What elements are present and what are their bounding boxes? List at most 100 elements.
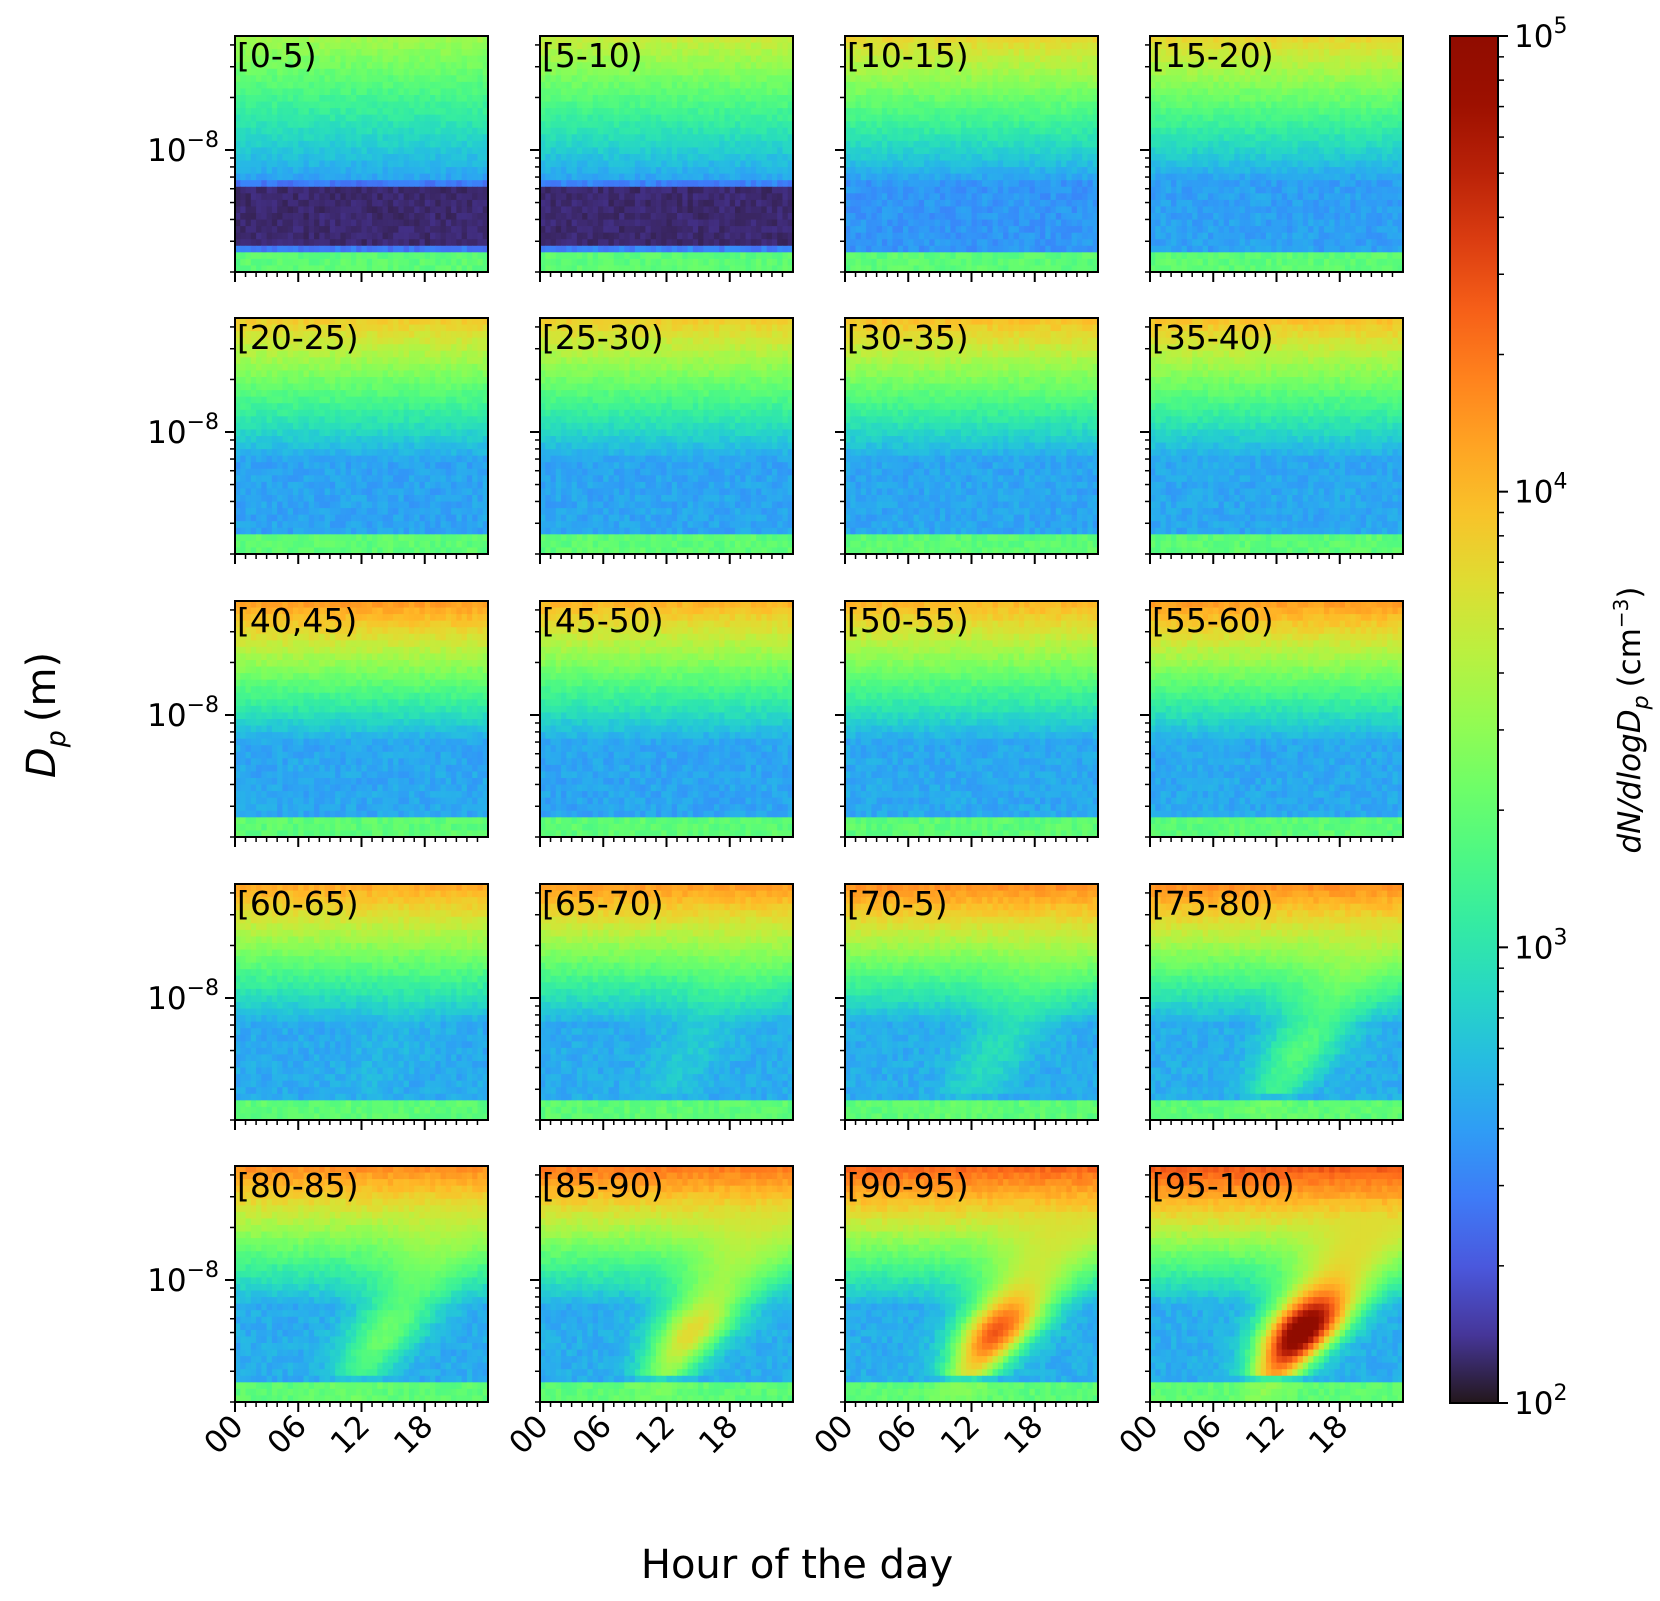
heatmap-cell (298, 232, 305, 240)
heatmap-cell (655, 75, 662, 83)
heatmap-cell (777, 213, 784, 221)
heatmap-cell (545, 42, 552, 50)
heatmap-cell (235, 62, 241, 70)
heatmap-cell (566, 81, 573, 90)
heatmap-cell (329, 101, 336, 109)
heatmap-cell (361, 213, 368, 221)
heatmap-cell (597, 232, 604, 240)
heatmap-cell (650, 219, 657, 227)
heatmap-cell (603, 88, 610, 96)
heatmap-cell (876, 193, 883, 201)
heatmap-cell (745, 75, 752, 83)
heatmap-cell (666, 75, 673, 83)
heatmap-cell (266, 219, 273, 227)
heatmap-cell (934, 62, 941, 70)
heatmap-cell (761, 213, 768, 221)
heatmap-cell (445, 245, 452, 253)
heatmap-cell (477, 213, 484, 221)
heatmap-cell (992, 180, 999, 188)
heatmap-cell (924, 36, 930, 44)
heatmap-cell (950, 213, 957, 221)
heatmap-cell (324, 252, 331, 260)
heatmap-cell (466, 265, 473, 273)
heatmap-cell (729, 95, 736, 103)
heatmap-cell (387, 108, 394, 116)
heatmap-cell (256, 88, 262, 96)
heatmap-cell (787, 88, 794, 96)
heatmap-cell (971, 95, 978, 103)
heatmap-cell (719, 186, 726, 194)
heatmap-cell (1008, 81, 1015, 90)
heatmap-cell (876, 75, 883, 83)
heatmap-cell (992, 101, 999, 109)
heatmap-cell (324, 88, 331, 96)
heatmap-cell (292, 239, 299, 247)
heatmap-cell (703, 193, 710, 201)
heatmap-cell (913, 81, 920, 90)
heatmap-cell (982, 180, 988, 188)
heatmap-cell (682, 206, 689, 214)
heatmap-cell (366, 239, 373, 247)
heatmap-cell (876, 206, 883, 214)
heatmap-cell (892, 121, 899, 129)
heatmap-cell (645, 154, 652, 162)
heatmap-cell (287, 206, 294, 214)
heatmap-cell (456, 147, 463, 155)
heatmap-cell (271, 154, 278, 162)
heatmap-cell (271, 127, 278, 135)
heatmap-cell (929, 68, 936, 76)
heatmap-cell (555, 265, 562, 273)
heatmap-cell (1029, 62, 1036, 70)
heatmap-cell (1013, 62, 1020, 70)
heatmap-cell (787, 219, 794, 227)
heatmap-cell (1018, 88, 1025, 96)
heatmap-cell (456, 239, 463, 247)
heatmap-cell (329, 167, 336, 175)
heatmap-cell (945, 199, 952, 208)
heatmap-cell (240, 108, 247, 116)
heatmap-cell (398, 239, 405, 247)
heatmap-cell (719, 134, 726, 142)
heatmap-cell (629, 121, 636, 129)
heatmap-cell (393, 49, 399, 57)
heatmap-cell (1024, 199, 1031, 208)
heatmap-cell (566, 173, 573, 181)
heatmap-cell (303, 140, 310, 149)
heatmap-cell (1076, 101, 1083, 109)
heatmap-cell (1092, 36, 1099, 44)
heatmap-cell (319, 108, 326, 116)
heatmap-cell (482, 75, 489, 83)
heatmap-cell (913, 167, 920, 175)
heatmap-cell (908, 114, 915, 122)
heatmap-cell (918, 81, 925, 90)
heatmap-cell (451, 173, 457, 181)
heatmap-cell (340, 49, 347, 57)
heatmap-cell (692, 68, 699, 76)
heatmap-cell (603, 193, 610, 201)
heatmap-cell (619, 140, 625, 149)
heatmap-cell (677, 239, 683, 247)
heatmap-cell (398, 226, 405, 234)
heatmap-cell (372, 88, 378, 96)
heatmap-cell (619, 160, 625, 168)
heatmap-cell (414, 75, 421, 83)
heatmap-cell (766, 219, 773, 227)
heatmap-cell (414, 193, 421, 201)
heatmap-cell (1029, 186, 1036, 194)
heatmap-cell (787, 127, 794, 135)
heatmap-cell (655, 147, 662, 155)
heatmap-cell (261, 252, 268, 260)
heatmap-cell (777, 121, 784, 129)
heatmap-cell (592, 239, 599, 247)
heatmap-cell (1050, 55, 1057, 63)
heatmap-cell (698, 108, 704, 116)
heatmap-cell (756, 219, 762, 227)
heatmap-cell (955, 226, 962, 234)
heatmap-cell (587, 245, 594, 253)
heatmap-cell (1003, 226, 1009, 234)
heatmap-cell (703, 62, 710, 70)
heatmap-cell (613, 245, 620, 253)
heatmap-cell (482, 245, 489, 253)
heatmap-cell (782, 147, 789, 155)
heatmap-cell (382, 213, 389, 221)
